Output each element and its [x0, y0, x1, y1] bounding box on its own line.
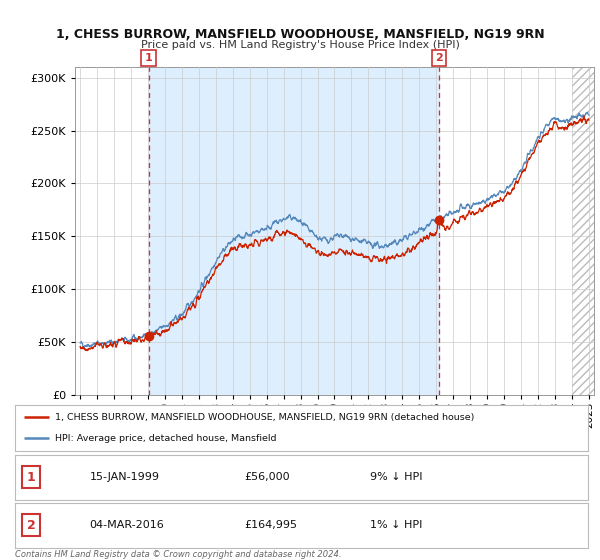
Bar	[572, 67, 594, 395]
Text: HPI: Average price, detached house, Mansfield: HPI: Average price, detached house, Mans…	[55, 434, 277, 443]
Bar	[149, 67, 439, 395]
Text: 1, CHESS BURROW, MANSFIELD WOODHOUSE, MANSFIELD, NG19 9RN: 1, CHESS BURROW, MANSFIELD WOODHOUSE, MA…	[56, 28, 544, 41]
Text: 1: 1	[26, 470, 35, 484]
Text: 04-MAR-2016: 04-MAR-2016	[89, 520, 164, 530]
Text: £164,995: £164,995	[244, 520, 297, 530]
Text: 2: 2	[435, 53, 443, 63]
Text: Contains HM Land Registry data © Crown copyright and database right 2024.
This d: Contains HM Land Registry data © Crown c…	[15, 550, 341, 560]
Text: 1% ↓ HPI: 1% ↓ HPI	[370, 520, 422, 530]
Text: 15-JAN-1999: 15-JAN-1999	[89, 472, 160, 482]
Text: 2: 2	[26, 519, 35, 532]
Text: 1, CHESS BURROW, MANSFIELD WOODHOUSE, MANSFIELD, NG19 9RN (detached house): 1, CHESS BURROW, MANSFIELD WOODHOUSE, MA…	[55, 413, 475, 422]
Text: 1: 1	[145, 53, 152, 63]
Bar	[572, 67, 594, 395]
Text: Price paid vs. HM Land Registry's House Price Index (HPI): Price paid vs. HM Land Registry's House …	[140, 40, 460, 50]
Text: £56,000: £56,000	[244, 472, 290, 482]
Text: 9% ↓ HPI: 9% ↓ HPI	[370, 472, 423, 482]
